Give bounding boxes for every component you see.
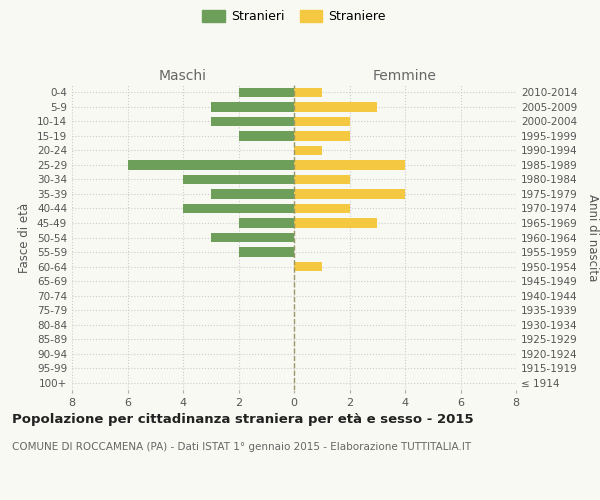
Bar	[294, 146, 322, 155]
Text: Maschi: Maschi	[159, 68, 207, 82]
Bar	[211, 116, 294, 126]
Bar	[211, 102, 294, 112]
Bar	[294, 116, 350, 126]
Bar	[183, 174, 294, 184]
Bar	[183, 204, 294, 213]
Bar	[239, 248, 294, 256]
Bar	[294, 218, 377, 228]
Y-axis label: Anni di nascita: Anni di nascita	[586, 194, 599, 281]
Bar	[211, 189, 294, 198]
Bar	[294, 204, 350, 213]
Bar	[294, 88, 322, 97]
Bar	[128, 160, 294, 170]
Bar	[294, 131, 350, 140]
Bar	[294, 102, 377, 112]
Bar	[239, 88, 294, 97]
Text: Popolazione per cittadinanza straniera per età e sesso - 2015: Popolazione per cittadinanza straniera p…	[12, 412, 473, 426]
Bar	[294, 160, 405, 170]
Bar	[294, 262, 322, 272]
Bar	[239, 218, 294, 228]
Legend: Stranieri, Straniere: Stranieri, Straniere	[199, 6, 389, 27]
Bar	[294, 189, 405, 198]
Bar	[239, 131, 294, 140]
Bar	[211, 233, 294, 242]
Bar	[294, 174, 350, 184]
Text: COMUNE DI ROCCAMENA (PA) - Dati ISTAT 1° gennaio 2015 - Elaborazione TUTTITALIA.: COMUNE DI ROCCAMENA (PA) - Dati ISTAT 1°…	[12, 442, 471, 452]
Y-axis label: Fasce di età: Fasce di età	[19, 202, 31, 272]
Text: Femmine: Femmine	[373, 68, 437, 82]
